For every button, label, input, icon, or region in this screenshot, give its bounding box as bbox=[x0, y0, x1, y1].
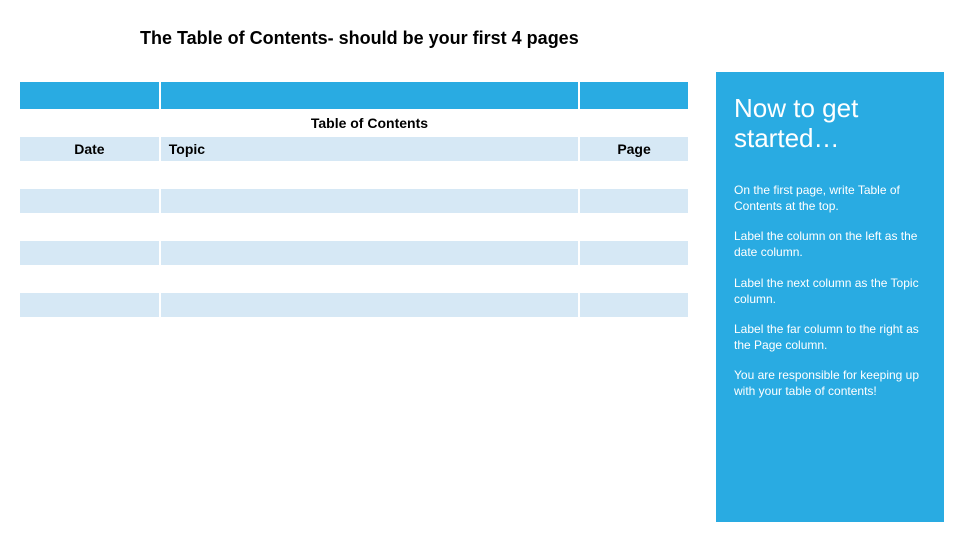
col-label-date: Date bbox=[20, 136, 160, 162]
table-cell bbox=[20, 188, 160, 214]
table-title-cell: Table of Contents bbox=[160, 110, 579, 136]
table-header-cell bbox=[579, 82, 689, 110]
sidebar-paragraph: Label the column on the left as the date… bbox=[734, 228, 926, 260]
table-cell bbox=[579, 292, 689, 318]
table-cell bbox=[579, 188, 689, 214]
table-row bbox=[20, 162, 689, 188]
table-row bbox=[20, 188, 689, 214]
table-cell bbox=[579, 240, 689, 266]
table-header-bar bbox=[20, 82, 689, 110]
table-row bbox=[20, 266, 689, 292]
table-column-labels: Date Topic Page bbox=[20, 136, 689, 162]
table-cell bbox=[160, 266, 579, 292]
slide: The Table of Contents- should be your fi… bbox=[0, 0, 960, 540]
table-cell bbox=[160, 214, 579, 240]
table-header-cell bbox=[20, 82, 160, 110]
table-row bbox=[20, 292, 689, 318]
table-cell bbox=[20, 292, 160, 318]
table-cell bbox=[20, 162, 160, 188]
page-title: The Table of Contents- should be your fi… bbox=[140, 28, 579, 49]
sidebar-panel: Now to get started… On the first page, w… bbox=[716, 72, 944, 522]
col-label-topic: Topic bbox=[160, 136, 579, 162]
table-cell bbox=[579, 266, 689, 292]
table-cell bbox=[160, 292, 579, 318]
table-cell bbox=[579, 214, 689, 240]
toc-table: Table of Contents Date Topic Page bbox=[20, 82, 690, 319]
sidebar-heading: Now to get started… bbox=[734, 94, 926, 154]
table-cell bbox=[160, 162, 579, 188]
table-cell bbox=[20, 214, 160, 240]
table-cell bbox=[20, 266, 160, 292]
sidebar-paragraph: Label the far column to the right as the… bbox=[734, 321, 926, 353]
table-cell bbox=[160, 240, 579, 266]
sidebar-paragraph: On the first page, write Table of Conten… bbox=[734, 182, 926, 214]
table-cell bbox=[579, 110, 689, 136]
table-title-row: Table of Contents bbox=[20, 110, 689, 136]
table-cell bbox=[579, 162, 689, 188]
sidebar-paragraph: Label the next column as the Topic colum… bbox=[734, 275, 926, 307]
table-cell bbox=[160, 188, 579, 214]
table-header-cell bbox=[160, 82, 579, 110]
table-row bbox=[20, 240, 689, 266]
table-row bbox=[20, 214, 689, 240]
col-label-page: Page bbox=[579, 136, 689, 162]
table-cell bbox=[20, 240, 160, 266]
table-cell bbox=[20, 110, 160, 136]
sidebar-paragraph: You are responsible for keeping up with … bbox=[734, 367, 926, 399]
